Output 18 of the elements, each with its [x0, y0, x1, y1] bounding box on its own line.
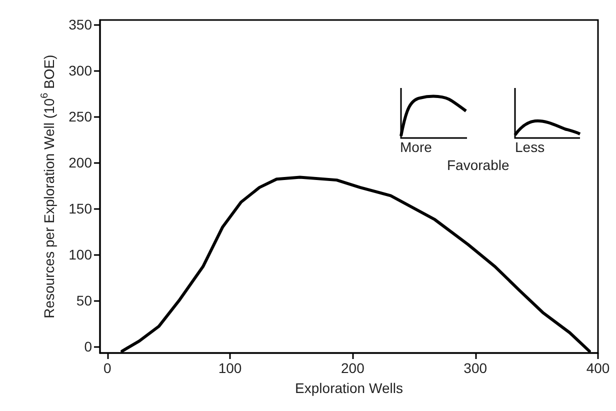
x-tick-label: 0 — [103, 360, 112, 376]
annotation: More — [400, 139, 432, 155]
y-axis-title: Resources per Exploration Well (106 BOE) — [40, 54, 57, 318]
x-tick-label: 400 — [586, 360, 610, 376]
y-tick-label: 150 — [68, 200, 92, 217]
y-tick-label: 300 — [68, 62, 92, 79]
y-tick-label: 350 — [68, 16, 92, 33]
y-tick-label: 200 — [68, 154, 92, 171]
y-tick-label: 50 — [76, 292, 92, 309]
x-tick-label: 200 — [341, 360, 365, 376]
annotation: Less — [515, 139, 545, 155]
y-tick-label: 100 — [68, 246, 92, 263]
annotation: Favorable — [447, 157, 510, 173]
y-tick-label: 250 — [68, 108, 92, 125]
x-tick-label: 300 — [464, 360, 488, 376]
x-tick-label: 100 — [218, 360, 242, 376]
x-axis-title: Exploration Wells — [295, 380, 403, 396]
y-tick-label: 0 — [84, 338, 92, 355]
